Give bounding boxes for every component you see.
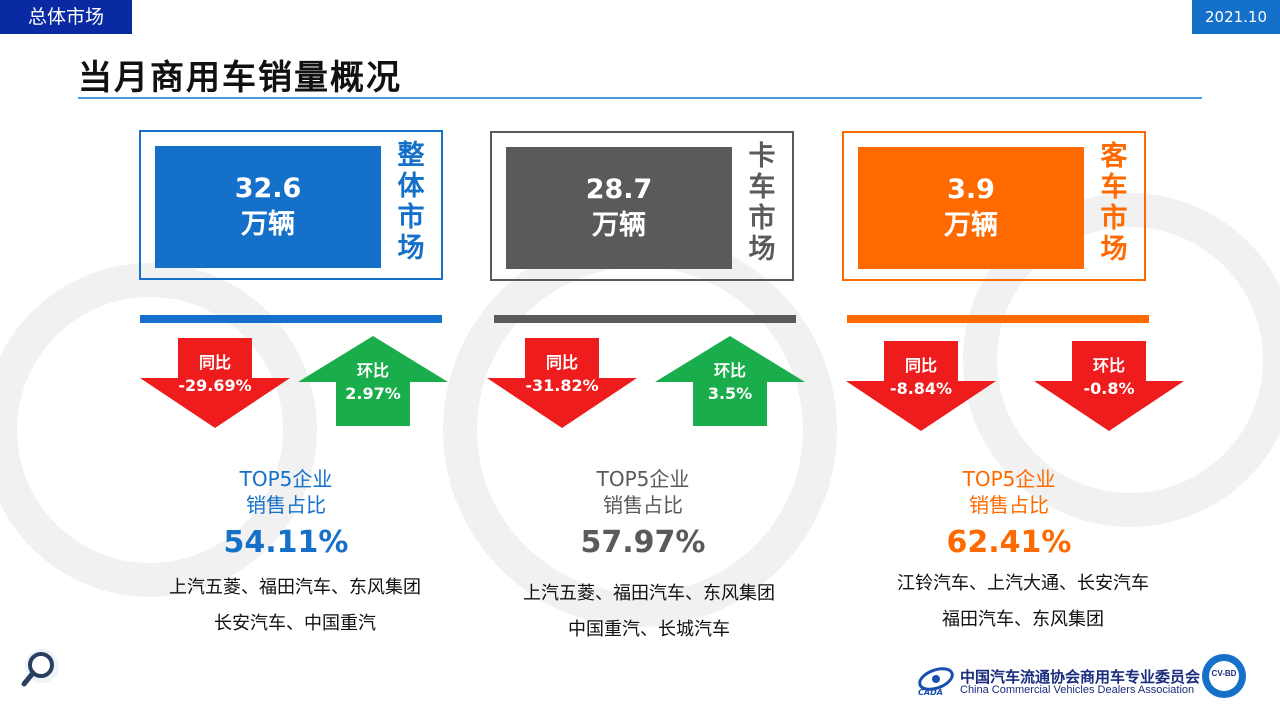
overall-sales-block: 32.6 万辆 (155, 146, 381, 268)
overall-market-label: 整 体 市 场 (397, 140, 425, 264)
overall-market-panel: 32.6 万辆 整 体 市 场 (139, 130, 443, 280)
overall-top5-percent: 54.11% (223, 525, 349, 560)
truck-sales-block: 28.7 万辆 (506, 147, 732, 269)
truck-market-panel: 28.7 万辆 卡 车 市 场 (490, 131, 794, 281)
truck-top5-percent: 57.97% (580, 525, 706, 560)
bus-sales-value: 3.9 (947, 174, 995, 205)
bus-top5-percent: 62.41% (946, 525, 1072, 560)
overall-sales-unit: 万辆 (241, 209, 295, 240)
truck-sales-value: 28.7 (585, 174, 653, 205)
cv-bd-badge: CV-BD (1200, 652, 1248, 700)
truck-mom-arrow: 环比 3.5% (655, 336, 805, 426)
bus-sales-block: 3.9 万辆 (858, 147, 1084, 269)
magnifier-icon[interactable] (20, 648, 62, 690)
bus-top5-share: TOP5企业 销售占比 62.41% (889, 466, 1129, 564)
truck-market-label: 卡 车 市 场 (748, 141, 776, 265)
bus-sales-unit: 万辆 (944, 210, 998, 241)
date-tag: 2021.10 (1192, 0, 1280, 34)
section-tag: 总体市场 (0, 0, 132, 34)
bus-yoy-arrow: 同比 -8.84% (846, 341, 996, 431)
title-divider (78, 97, 1202, 99)
overall-top5-share: TOP5企业 销售占比 54.11% (166, 466, 406, 564)
overall-sales-value: 32.6 (234, 173, 302, 204)
truck-sales-unit: 万辆 (592, 210, 646, 241)
bus-top5-companies: 江铃汽车、上汽大通、长安汽车 福田汽车、东风集团 (897, 573, 1149, 630)
organization-name-en: China Commercial Vehicles Dealers Associ… (960, 684, 1195, 696)
overall-top5-companies: 上汽五菱、福田汽车、东风集团 长安汽车、中国重汽 (169, 577, 421, 634)
page-title: 当月商用车销量概况 (78, 58, 402, 98)
cada-logo: CADA (916, 664, 956, 698)
overall-divider-bar (140, 315, 442, 323)
truck-top5-share: TOP5企业 销售占比 57.97% (523, 466, 763, 564)
overall-yoy-arrow: 同比 -29.69% (140, 338, 290, 428)
truck-top5-companies: 上汽五菱、福田汽车、东风集团 中国重汽、长城汽车 (523, 583, 775, 640)
organization-name-cn: 中国汽车流通协会商用车专业委员会 (960, 668, 1201, 686)
bus-mom-arrow: 环比 -0.8% (1034, 341, 1184, 431)
bus-market-panel: 3.9 万辆 客 车 市 场 (842, 131, 1146, 281)
overall-mom-arrow: 环比 2.97% (298, 336, 448, 426)
truck-divider-bar (494, 315, 796, 323)
bus-market-label: 客 车 市 场 (1100, 141, 1128, 265)
truck-yoy-arrow: 同比 -31.82% (487, 338, 637, 428)
bus-divider-bar (847, 315, 1149, 323)
